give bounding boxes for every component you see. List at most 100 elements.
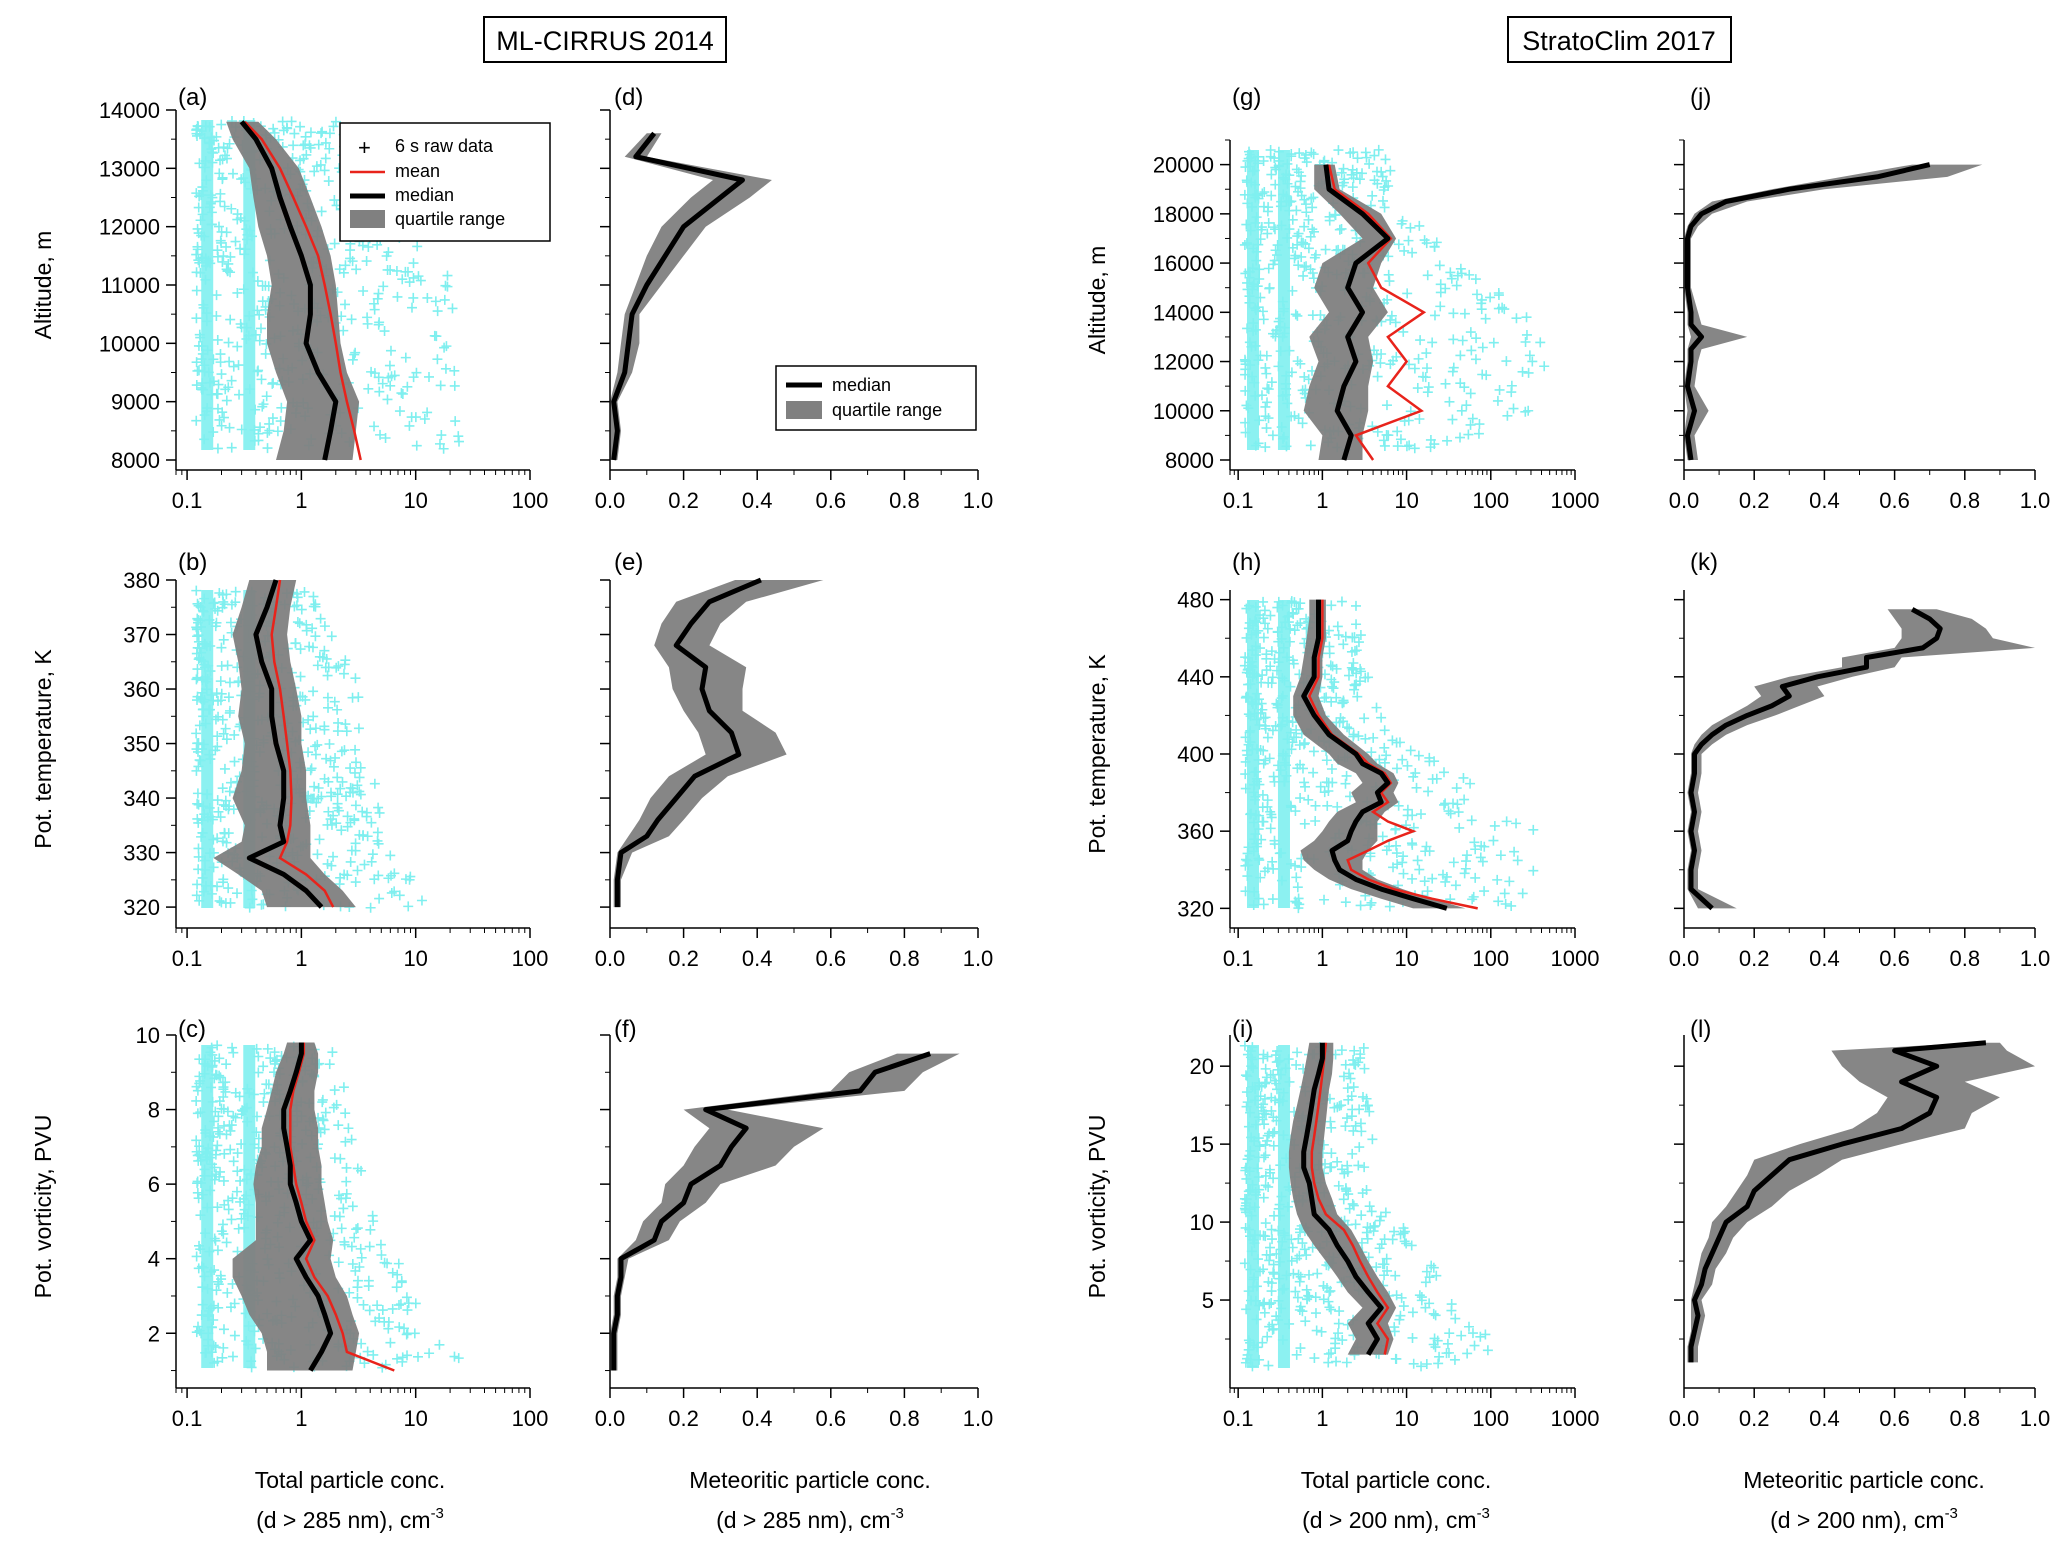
raw-point — [1293, 228, 1304, 239]
raw-point — [1324, 215, 1335, 226]
raw-point — [357, 240, 368, 251]
raw-point — [1493, 287, 1504, 298]
raw-point — [340, 1108, 351, 1119]
raw-point — [192, 879, 203, 890]
raw-point — [352, 1292, 363, 1303]
raw-point — [1440, 378, 1451, 389]
raw-point — [387, 1267, 398, 1278]
raw-point — [1508, 403, 1519, 414]
raw-point — [323, 176, 334, 187]
raw-point — [1338, 177, 1349, 188]
x-tick-label: 10 — [403, 488, 427, 513]
raw-point — [267, 413, 278, 424]
raw-point — [192, 798, 203, 809]
raw-point — [386, 887, 397, 898]
mean-line — [270, 579, 335, 908]
raw-point — [329, 696, 340, 707]
raw-point — [191, 765, 202, 776]
median-line — [614, 577, 762, 908]
raw-point — [1506, 387, 1517, 398]
raw-point — [1303, 1269, 1314, 1280]
raw-point — [1348, 1125, 1359, 1136]
raw-point — [225, 267, 236, 278]
raw-point — [379, 326, 390, 337]
raw-point — [1401, 441, 1412, 452]
raw-point — [1332, 1156, 1343, 1167]
raw-point — [336, 746, 347, 757]
raw-point — [215, 695, 226, 706]
x-tick-label: 0.4 — [742, 488, 773, 513]
raw-point — [345, 763, 356, 774]
raw-point — [257, 280, 268, 291]
xaxis-title-line2: (d > 200 nm), cm-3 — [1770, 1505, 1958, 1533]
raw-point — [351, 757, 362, 768]
raw-point — [1350, 600, 1361, 611]
raw-point — [256, 374, 267, 385]
raw-point — [225, 251, 236, 262]
raw-point — [1261, 665, 1272, 676]
raw-point — [1401, 1238, 1412, 1249]
raw-point — [257, 401, 268, 412]
raw-point — [339, 869, 350, 880]
raw-point — [1443, 806, 1454, 817]
y-tick-label: 440 — [1177, 665, 1214, 690]
raw-point — [1299, 194, 1310, 205]
raw-point — [1390, 317, 1401, 328]
raw-point — [219, 1199, 230, 1210]
raw-point — [307, 623, 318, 634]
raw-point — [1354, 1142, 1365, 1153]
raw-point — [385, 345, 396, 356]
raw-point — [1264, 1299, 1275, 1310]
raw-point — [1333, 145, 1344, 156]
raw-point — [1390, 824, 1401, 835]
x-tick-label: 0.0 — [595, 946, 626, 971]
raw-point — [1372, 426, 1383, 437]
raw-point — [350, 744, 361, 755]
raw-point — [1337, 1335, 1348, 1346]
raw-point — [1266, 377, 1277, 388]
raw-point — [329, 1211, 340, 1222]
panel-label: (f) — [614, 1016, 637, 1043]
raw-point — [342, 821, 353, 832]
raw-point — [349, 349, 360, 360]
x-tick-label: 0.2 — [668, 488, 699, 513]
raw-point — [1303, 243, 1314, 254]
raw-point — [353, 723, 364, 734]
raw-point — [1325, 1116, 1336, 1127]
raw-point — [345, 856, 356, 867]
raw-point — [224, 422, 235, 433]
raw-point — [1390, 1270, 1401, 1281]
campaign-title-mlcirrus: ML-CIRRUS 2014 — [496, 26, 714, 56]
raw-point — [1307, 202, 1318, 213]
y-tick-label: 330 — [123, 841, 160, 866]
raw-point — [1268, 771, 1279, 782]
raw-point — [1403, 235, 1414, 246]
x-tick-label: 0.2 — [668, 946, 699, 971]
quartile-band — [213, 580, 356, 908]
raw-point — [288, 140, 299, 151]
raw-point — [404, 420, 415, 431]
raw-point — [1447, 414, 1458, 425]
raw-point — [374, 317, 385, 328]
raw-point — [334, 879, 345, 890]
raw-point — [305, 724, 316, 735]
raw-point — [254, 335, 265, 346]
raw-point — [346, 845, 357, 856]
campaign-header-mlcirrus: ML-CIRRUS 2014 — [483, 16, 727, 63]
raw-point — [1346, 662, 1357, 673]
raw-point — [216, 660, 227, 671]
raw-point — [267, 378, 278, 389]
raw-point — [1450, 880, 1461, 891]
raw-point — [1452, 799, 1463, 810]
raw-point — [1264, 1128, 1275, 1139]
raw-point — [1292, 310, 1303, 321]
raw-point — [1471, 289, 1482, 300]
raw-point — [364, 1241, 375, 1252]
y-tick-label: 320 — [123, 895, 160, 920]
raw-point — [1453, 807, 1464, 818]
raw-point — [394, 890, 405, 901]
raw-point — [1379, 202, 1390, 213]
raw-point — [1260, 442, 1271, 453]
raw-point — [217, 589, 228, 600]
panel-label: (d) — [614, 84, 643, 111]
